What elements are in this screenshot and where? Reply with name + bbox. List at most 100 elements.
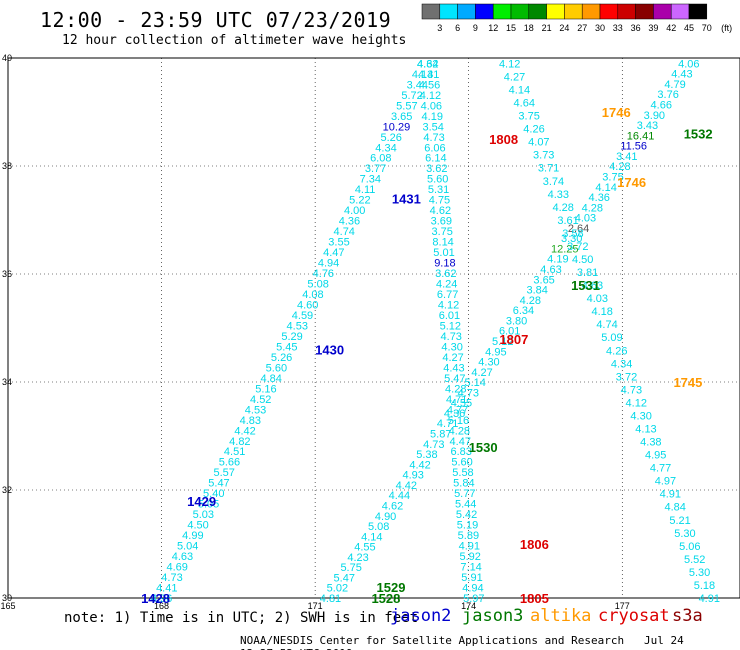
swh-value: 3.55 [328,237,349,249]
lon-tick-label: 168 [154,601,169,611]
swh-value: 5.66 [219,457,240,469]
swh-value: 4.11 [355,184,376,196]
lon-tick-label: 174 [461,601,476,611]
lon-tick-label: 177 [615,601,630,611]
swh-value: 4.06 [421,100,442,112]
swh-value: 4.12 [626,397,647,409]
footer-agency: NOAA/NESDIS Center for Satellite Applica… [240,634,625,647]
pass-time-label: 1806 [520,537,549,552]
swh-value: 5.47 [334,572,355,584]
swh-value: 4.73 [423,132,444,144]
colorbar-label: 42 [666,23,676,33]
map-frame [7,57,740,599]
swh-value: 4.28 [609,161,630,173]
swh-value: 4.64 [514,98,535,110]
swh-value: 4.94 [462,583,483,595]
swh-value: 4.91 [459,541,480,553]
figure-title: 12:00 - 23:59 UTC 07/23/2019 [40,8,392,32]
swh-value: 4.56 [419,79,440,91]
swh-value: 11.56 [620,141,647,153]
swh-value: 4.59 [292,310,313,322]
swh-value: 4.23 [347,552,368,564]
swh-value: 5.26 [271,352,292,364]
swh-value: 5.05 [198,499,219,511]
swh-value: 4.63 [582,280,603,292]
swh-value: 5.12 [492,336,513,348]
pass-time-label: 1808 [489,132,518,147]
swh-value: 4.43 [443,362,464,374]
swh-value: 4.14 [361,531,382,543]
swh-value: 4.76 [313,268,334,280]
swh-value: 4.28 [449,425,470,437]
swh-value: 5.84 [453,478,474,490]
swh-value: 3.72 [616,371,637,383]
pass-time-label: 1746 [602,105,631,120]
legend-s3a: s3a [672,606,703,626]
swh-value: 5.60 [451,457,472,469]
swh-value: 4.27 [442,352,463,364]
swh-value: 5.45 [276,341,297,353]
colorbar-label: 30 [595,23,605,33]
swh-value: 4.60 [297,299,318,311]
swh-value: 4.69 [167,562,188,574]
swh-value: 3.69 [431,216,452,228]
lat-tick-label: 40 [2,53,12,63]
swh-value: 4.77 [650,463,671,475]
swh-value: 7.14 [460,562,481,574]
colorbar-legend: 3 6 9 12 15 18 21 24 27 30 33 36 39 42 45 70 (ft) [421,3,732,33]
swh-value: 4.19 [422,111,443,123]
colorbar-label: 18 [524,23,534,33]
swh-value: 3.77 [365,163,386,175]
pass-time-label: 1428 [141,591,170,606]
swh-value: 5.02 [327,583,348,595]
pass-time-label: 1429 [187,494,216,509]
swh-value: 4.00 [344,205,365,217]
swh-value: 4.28 [553,202,574,214]
swh-value: 3.73 [533,150,554,162]
colorbar-label: 70 [702,23,712,33]
swh-value: 5.42 [456,509,477,521]
footer-credit: NOAA/NESDIS Center for Satellite Applica… [240,634,740,650]
pass-time-label: 1532 [684,127,713,142]
lat-tick-label: 36 [2,269,12,279]
legend-jason3: jason3 [462,606,524,626]
swh-value: 4.84 [260,373,281,385]
swh-value: 4.50 [187,520,208,532]
swh-value: 3.75 [431,226,452,238]
legend-altika: altika [530,606,592,626]
swh-value: 4.34 [375,142,396,154]
swh-value: 5.60 [427,174,448,186]
swh-value: 5.14 [464,377,485,389]
swh-value: 4.95 [485,346,506,358]
swh-value: 4.42 [409,459,430,471]
swh-value: 5.75 [340,562,361,574]
swh-value: 5.22 [349,195,370,207]
swh-value: 5.06 [679,541,700,553]
swh-value: 4.28 [445,383,466,395]
swh-value: 6.34 [513,305,534,317]
colorbar-label: 27 [577,23,587,33]
swh-value: 5.18 [694,580,715,592]
swh-value: 5.30 [674,528,695,540]
swh-value: 4.27 [504,71,525,83]
pass-time-label: 1431 [392,191,421,206]
swh-value: 4.24 [436,279,457,291]
swh-value: 4.73 [441,331,462,343]
figure-subtitle: 12 hour collection of altimeter wave hei… [62,33,407,48]
lat-tick-label: 32 [2,485,12,495]
swh-value: 4.83 [240,415,261,427]
swh-value: 4.27 [471,367,492,379]
swh-value: 4.75 [429,195,450,207]
swh-value: 4.93 [402,470,423,482]
colorbar-label: 12 [488,23,498,33]
swh-value: 4.73 [458,387,479,399]
swh-value: 4.30 [441,341,462,353]
colorbar-swatch [688,3,708,20]
swh-value: 5.01 [433,247,454,259]
swh-value: 4.62 [430,205,451,217]
swh-value: 5.57 [396,100,417,112]
swh-value: 5.09 [601,332,622,344]
swh-value: 3.62 [435,268,456,280]
swh-value: 4.74 [596,319,617,331]
